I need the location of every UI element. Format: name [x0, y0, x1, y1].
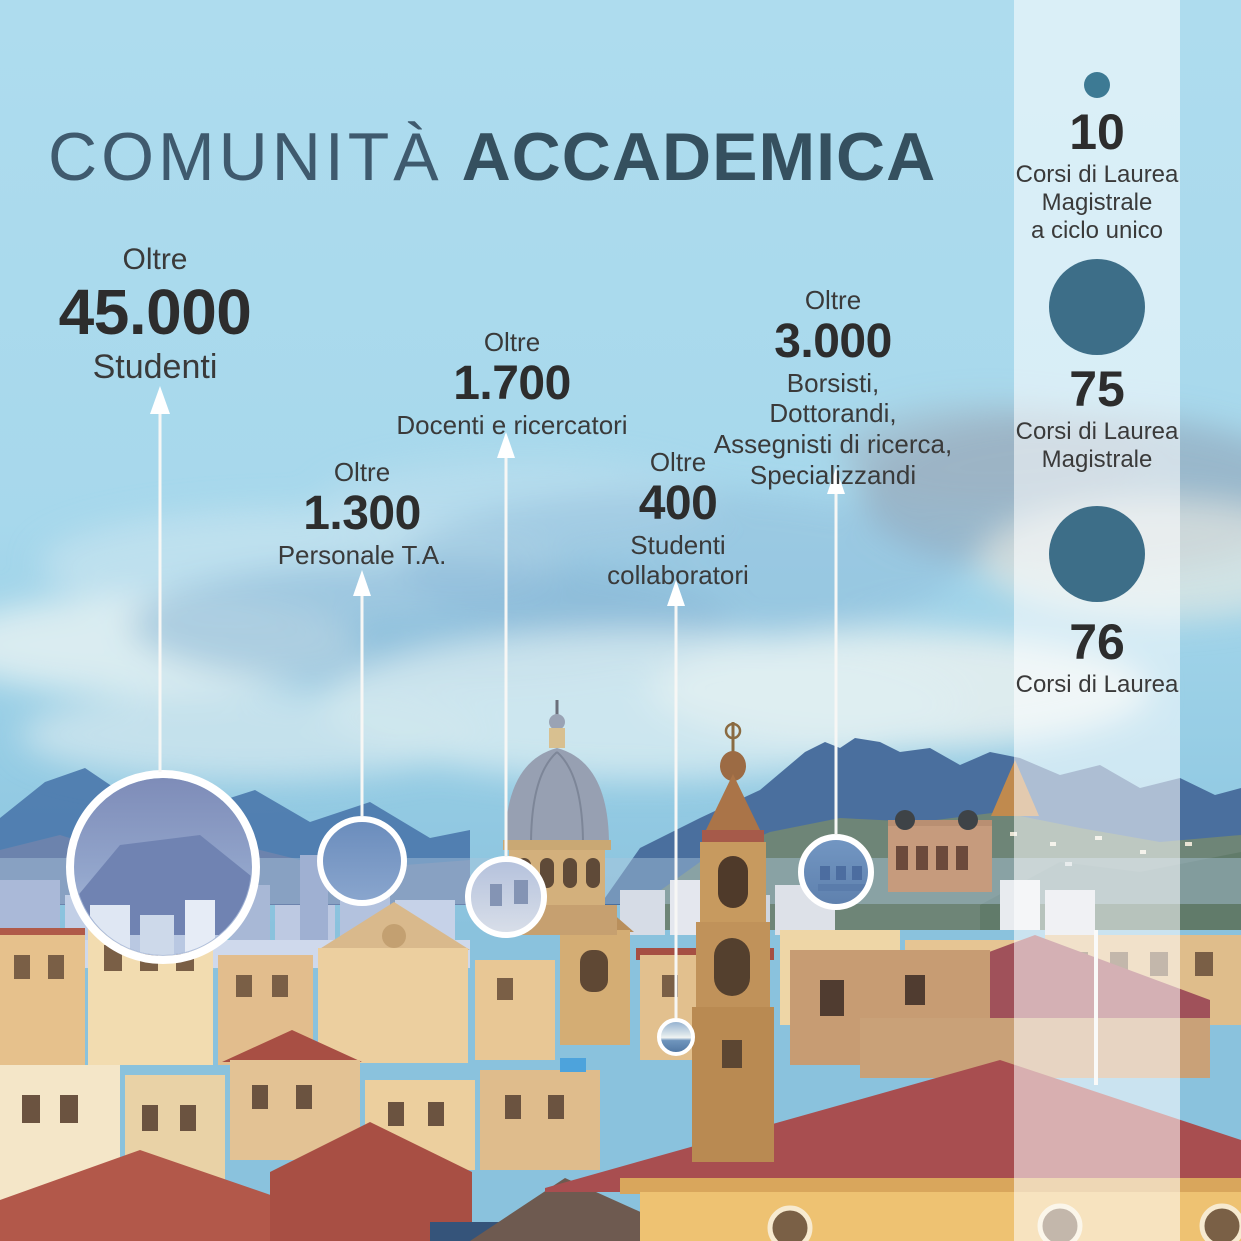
- stat-docenti: Oltre 1.700 Docenti e ricercatori: [332, 327, 692, 440]
- stat-label: Docenti e ricercatori: [396, 409, 628, 440]
- stat-personale: Oltre 1.300 Personale T.A.: [182, 457, 542, 570]
- dot-icon: [1049, 506, 1145, 602]
- stat-label: Studenti: [92, 347, 218, 386]
- course-value: 76: [1069, 614, 1125, 670]
- course-label: Corsi di Laurea Magistrale: [1015, 417, 1179, 473]
- dot-icon: [1084, 72, 1110, 98]
- stat-borsisti: Oltre 3.000 Borsisti, Dottorandi, Assegn…: [653, 285, 1013, 490]
- course-value: 10: [1069, 104, 1125, 160]
- course-magistrale: 75 Corsi di Laurea Magistrale: [1014, 259, 1180, 474]
- dot-icon: [1049, 259, 1145, 355]
- course-label: Corsi di Laurea Magistrale a ciclo unico: [1015, 160, 1179, 244]
- arrow-head-studenti: [150, 386, 170, 414]
- stat-label: Studenti collaboratori: [607, 529, 749, 591]
- course-value: 75: [1069, 361, 1125, 417]
- course-ciclo-unico: 10 Corsi di Laurea Magistrale a ciclo un…: [1014, 72, 1180, 245]
- marker-circle-docenti: [465, 856, 547, 938]
- title-bold: ACCADEMICA: [461, 119, 937, 195]
- arrow-head-personale: [353, 570, 371, 596]
- stat-value: 400: [638, 476, 718, 530]
- course-laurea: 76 Corsi di Laurea: [1014, 506, 1180, 699]
- arrow-head-borsisti: [827, 468, 845, 494]
- stat-label: Borsisti, Dottorandi, Assegnisti di rice…: [713, 367, 953, 490]
- title-light: COMUNITÀ: [48, 119, 443, 195]
- stat-value: 1.700: [453, 356, 571, 410]
- stat-prefix: Oltre: [804, 285, 862, 315]
- arrow-head-collaboratori: [667, 580, 685, 606]
- page-title: COMUNITÀ ACCADEMICA: [48, 118, 936, 196]
- stat-value: 1.300: [303, 486, 421, 540]
- marker-circle-personale: [317, 816, 407, 906]
- stat-prefix: Oltre: [483, 327, 541, 357]
- stat-label: Personale T.A.: [277, 539, 447, 570]
- arrow-head-docenti: [497, 432, 515, 458]
- stat-value: 3.000: [774, 314, 892, 368]
- stat-prefix: Oltre: [649, 447, 707, 477]
- course-label: Corsi di Laurea: [1015, 670, 1179, 698]
- callout-markers: [66, 386, 874, 1056]
- stat-value: 45.000: [58, 275, 252, 348]
- bell-tower: [692, 722, 1098, 1162]
- marker-circle-studenti: [66, 770, 260, 964]
- marker-circle-collaboratori: [657, 1018, 695, 1056]
- stat-prefix: Oltre: [122, 243, 188, 276]
- stat-studenti: Oltre 45.000 Studenti: [0, 243, 335, 387]
- stat-prefix: Oltre: [333, 457, 391, 487]
- stat-collaboratori: Oltre 400 Studenti collaboratori: [498, 447, 858, 591]
- courses-panel: [1014, 0, 1180, 1241]
- marker-circle-borsisti: [798, 834, 874, 910]
